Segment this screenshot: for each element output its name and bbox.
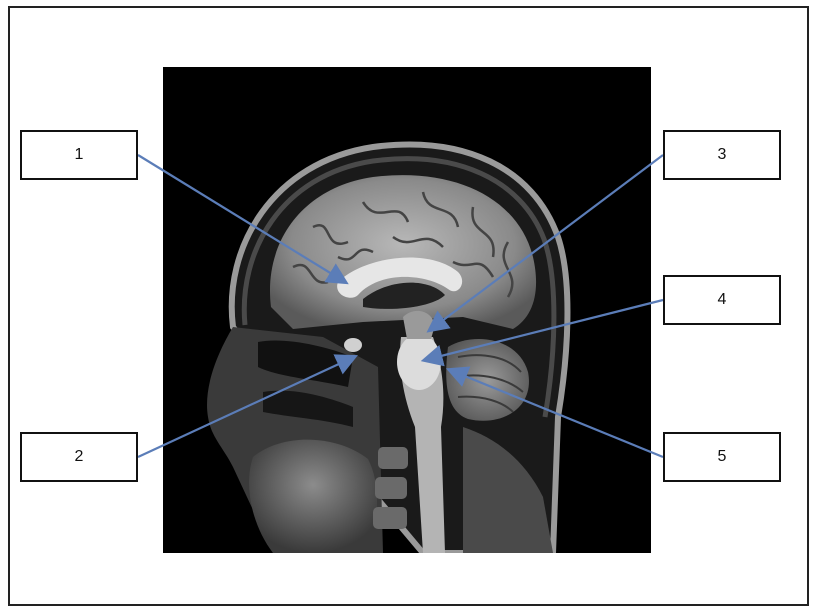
label-box-5: 5 xyxy=(663,432,781,482)
mri-sagittal-head-image xyxy=(163,67,651,553)
label-box-3: 3 xyxy=(663,130,781,180)
label-box-1: 1 xyxy=(20,130,138,180)
arrow-3 xyxy=(426,154,664,333)
arrow-1 xyxy=(137,154,349,285)
label-box-4: 4 xyxy=(663,275,781,325)
label-box-2: 2 xyxy=(20,432,138,482)
arrow-4 xyxy=(420,298,664,367)
arrow-2 xyxy=(137,354,358,458)
arrow-5 xyxy=(445,366,664,459)
mri-drawing xyxy=(207,141,571,553)
